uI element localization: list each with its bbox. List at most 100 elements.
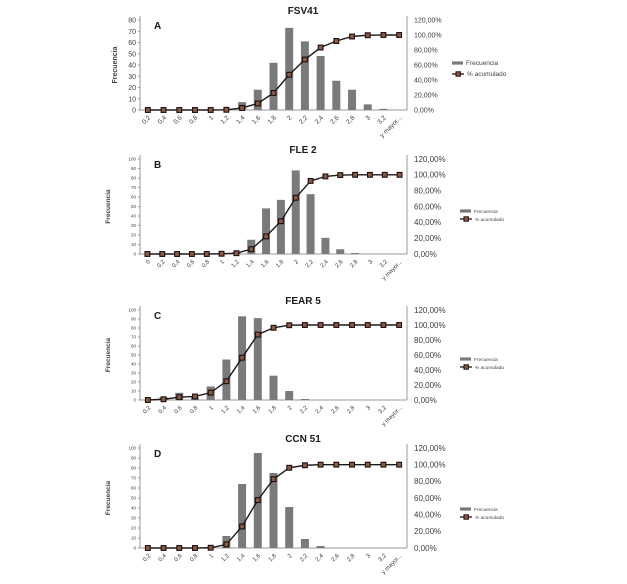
x-tick-label: 0,6	[174, 553, 185, 564]
legend-frequency-label: Frecuencia	[474, 357, 498, 363]
cumulative-marker	[174, 251, 181, 257]
x-tick-label: 1	[219, 259, 226, 266]
left-tick-label: 80	[131, 326, 137, 331]
cumulative-marker	[380, 32, 387, 38]
x-tick-label: 0,4	[158, 553, 169, 564]
x-tick-label: 1,2	[219, 114, 231, 126]
left-tick-label: 60	[128, 40, 136, 47]
left-tick-label: 10	[131, 389, 137, 394]
x-tick-label: 1,8	[275, 259, 286, 270]
cumulative-marker	[248, 246, 255, 253]
frequency-bar	[336, 249, 345, 254]
legend-cumulative-marker	[463, 216, 469, 222]
left-tick-label: 10	[131, 242, 137, 247]
frequency-bar	[300, 399, 309, 400]
x-tick-label: 3,2	[379, 259, 390, 270]
cumulative-marker	[349, 322, 355, 328]
x-tick-label: 3,2	[378, 553, 389, 564]
frequency-bar	[348, 89, 357, 110]
x-tick-label: 3	[365, 114, 373, 122]
right-tick-label: 40,00%	[414, 511, 441, 520]
cumulative-marker	[159, 251, 166, 257]
legend-cumulative-label: % acumulado	[475, 217, 504, 223]
x-tick-label: 1,6	[251, 114, 263, 126]
cumulative-marker	[301, 322, 308, 328]
frequency-bar	[253, 89, 262, 110]
left-tick-label: 50	[128, 51, 136, 58]
x-tick-label: 0,6	[174, 405, 185, 416]
cumulative-marker	[144, 251, 151, 257]
legend-frequency-swatch	[460, 357, 471, 361]
frequency-bar	[285, 27, 294, 110]
x-tick-label: 2	[287, 405, 294, 412]
cumulative-marker	[270, 476, 277, 483]
frequency-bar	[332, 80, 341, 110]
cumulative-marker	[160, 396, 167, 403]
cumulative-marker	[176, 394, 183, 401]
x-tick-label: 0,8	[188, 114, 200, 126]
left-tick-label: 40	[128, 63, 136, 70]
cumulative-marker	[233, 250, 240, 257]
right-tick-label: 80,00%	[414, 477, 441, 486]
legend-frequency-swatch	[460, 507, 471, 511]
x-tick-label: 1	[208, 114, 216, 122]
x-tick-label: 2,8	[345, 114, 357, 126]
frequency-bar	[253, 318, 262, 400]
cumulative-marker	[381, 171, 388, 178]
cumulative-marker	[192, 107, 198, 113]
x-tick-label: 2	[286, 114, 294, 122]
cumulative-marker	[239, 354, 246, 361]
panel-letter: B	[154, 160, 161, 171]
cumulative-marker	[364, 461, 371, 468]
cumulative-marker	[380, 322, 387, 328]
panel-letter: A	[154, 21, 161, 32]
right-tick-label: 100,00%	[414, 171, 446, 180]
cumulative-marker	[207, 389, 214, 396]
left-tick-label: 30	[128, 74, 136, 81]
cumulative-marker	[307, 177, 314, 184]
cumulative-marker	[349, 461, 355, 468]
left-tick-label: 50	[131, 204, 137, 209]
left-tick-label: 60	[131, 486, 137, 491]
cumulative-marker	[277, 218, 284, 225]
right-tick-label: 0,00%	[414, 544, 437, 553]
x-tick-label: 3	[368, 259, 375, 266]
cumulative-marker	[396, 32, 403, 38]
left-tick-label: 20	[131, 233, 137, 238]
left-tick-label: 60	[131, 195, 137, 200]
right-tick-label: 60,00%	[414, 202, 441, 211]
left-tick-label: 90	[131, 456, 137, 461]
right-tick-label: 20,00%	[414, 234, 441, 243]
cumulative-marker	[207, 107, 214, 113]
chart-title: FEAR 5	[285, 296, 321, 307]
left-tick-label: 10	[131, 536, 137, 541]
left-tick-label: 70	[131, 185, 137, 190]
right-tick-label: 100,00%	[414, 321, 446, 330]
right-tick-label: 120,00%	[414, 155, 446, 164]
cumulative-marker	[380, 461, 387, 468]
x-tick-label: 2	[294, 259, 301, 266]
left-tick-label: 60	[131, 344, 137, 349]
cumulative-marker	[144, 107, 151, 113]
x-tick-label: 1,2	[221, 553, 232, 564]
frequency-bar	[269, 62, 278, 110]
cumulative-marker	[366, 171, 373, 178]
frequency-bar	[291, 170, 300, 254]
chart-title: FLE 2	[289, 145, 317, 156]
right-tick-label: 20,00%	[414, 381, 441, 390]
x-tick-label: 0,2	[141, 114, 153, 126]
x-tick-label: 3,2	[377, 114, 389, 126]
cumulative-marker	[254, 497, 261, 504]
x-tick-label: 2,6	[331, 405, 342, 416]
x-tick-label: 3	[366, 553, 373, 560]
legend-frequency-label: Frecuencia	[466, 60, 499, 67]
cumulative-marker	[239, 523, 246, 530]
cumulative-marker	[317, 461, 324, 468]
right-tick-label: 60,00%	[414, 351, 441, 360]
x-tick-label: 1,4	[236, 405, 247, 416]
cumulative-marker	[322, 173, 329, 180]
left-tick-label: 20	[131, 526, 137, 531]
x-tick-label: 2,2	[305, 259, 316, 270]
legend-frequency-swatch	[452, 61, 463, 65]
panel-letter: D	[154, 449, 161, 460]
